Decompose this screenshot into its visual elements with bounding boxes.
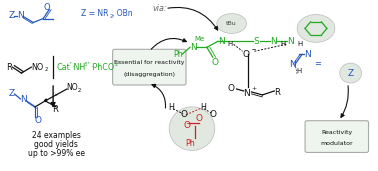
Text: H: H	[296, 68, 301, 74]
Text: O: O	[183, 121, 190, 130]
Text: Cat: Cat	[56, 63, 70, 72]
Text: O: O	[243, 50, 249, 59]
Text: R: R	[6, 63, 12, 72]
Text: N: N	[218, 37, 225, 46]
Text: O: O	[228, 84, 235, 94]
Text: N: N	[243, 89, 250, 98]
Ellipse shape	[169, 107, 215, 150]
Text: N: N	[270, 37, 277, 46]
Text: Z: Z	[8, 11, 15, 20]
Text: ·NH: ·NH	[71, 63, 85, 72]
Text: tBu: tBu	[226, 21, 237, 26]
Text: O: O	[44, 3, 51, 12]
FancyArrowPatch shape	[341, 86, 349, 117]
Text: 24 examples: 24 examples	[32, 131, 81, 140]
Ellipse shape	[217, 14, 246, 33]
Text: N: N	[304, 50, 311, 59]
FancyArrowPatch shape	[151, 38, 186, 49]
Text: H: H	[200, 103, 206, 112]
Ellipse shape	[297, 15, 335, 42]
Text: Reactivity: Reactivity	[321, 130, 352, 135]
Text: –: –	[251, 45, 256, 54]
FancyBboxPatch shape	[113, 49, 186, 85]
Text: Z: Z	[8, 89, 15, 98]
Text: 2: 2	[115, 62, 118, 67]
Text: N: N	[287, 37, 294, 46]
Text: H: H	[297, 41, 302, 47]
Text: ·PhCO: ·PhCO	[90, 63, 114, 72]
Text: O: O	[180, 110, 187, 119]
Text: O: O	[210, 110, 217, 119]
Text: 2: 2	[78, 88, 81, 93]
Text: Essential for reactivity: Essential for reactivity	[114, 60, 184, 65]
Text: 2: 2	[44, 67, 48, 72]
Text: N: N	[17, 11, 24, 20]
Text: +: +	[251, 87, 257, 91]
Text: Me: Me	[194, 36, 204, 42]
Text: ⁻: ⁻	[118, 62, 121, 67]
Text: NO: NO	[66, 83, 77, 93]
FancyBboxPatch shape	[305, 121, 369, 153]
FancyArrowPatch shape	[152, 84, 166, 108]
Text: good yields: good yields	[34, 140, 78, 149]
Text: NO: NO	[31, 63, 43, 72]
Ellipse shape	[340, 63, 362, 83]
Text: Ph: Ph	[173, 50, 183, 59]
Text: Ph: Ph	[185, 139, 195, 148]
Text: ⁺: ⁺	[69, 62, 72, 67]
Text: up to >99% ee: up to >99% ee	[28, 149, 85, 158]
Text: via:: via:	[152, 4, 167, 13]
Text: O: O	[34, 116, 41, 125]
Text: 3: 3	[84, 62, 87, 67]
Text: R: R	[274, 88, 280, 97]
Text: , OBn: , OBn	[112, 9, 133, 18]
Text: H: H	[168, 103, 174, 112]
Text: N: N	[20, 95, 27, 104]
Text: Z = NR: Z = NR	[81, 9, 108, 18]
Text: R: R	[52, 105, 58, 114]
FancyArrowPatch shape	[168, 7, 218, 30]
Text: (disaggregation): (disaggregation)	[123, 72, 175, 77]
Text: =: =	[314, 59, 321, 68]
Text: N: N	[289, 60, 296, 69]
Text: Z: Z	[348, 69, 354, 78]
Text: N: N	[190, 43, 197, 52]
Text: modulator: modulator	[321, 141, 353, 146]
Text: S: S	[254, 37, 259, 46]
Text: H: H	[228, 41, 233, 47]
Text: O: O	[212, 58, 219, 67]
Text: ⁺: ⁺	[87, 62, 90, 67]
Text: H: H	[280, 41, 285, 47]
Text: 2: 2	[110, 14, 113, 19]
Text: O: O	[196, 114, 203, 123]
